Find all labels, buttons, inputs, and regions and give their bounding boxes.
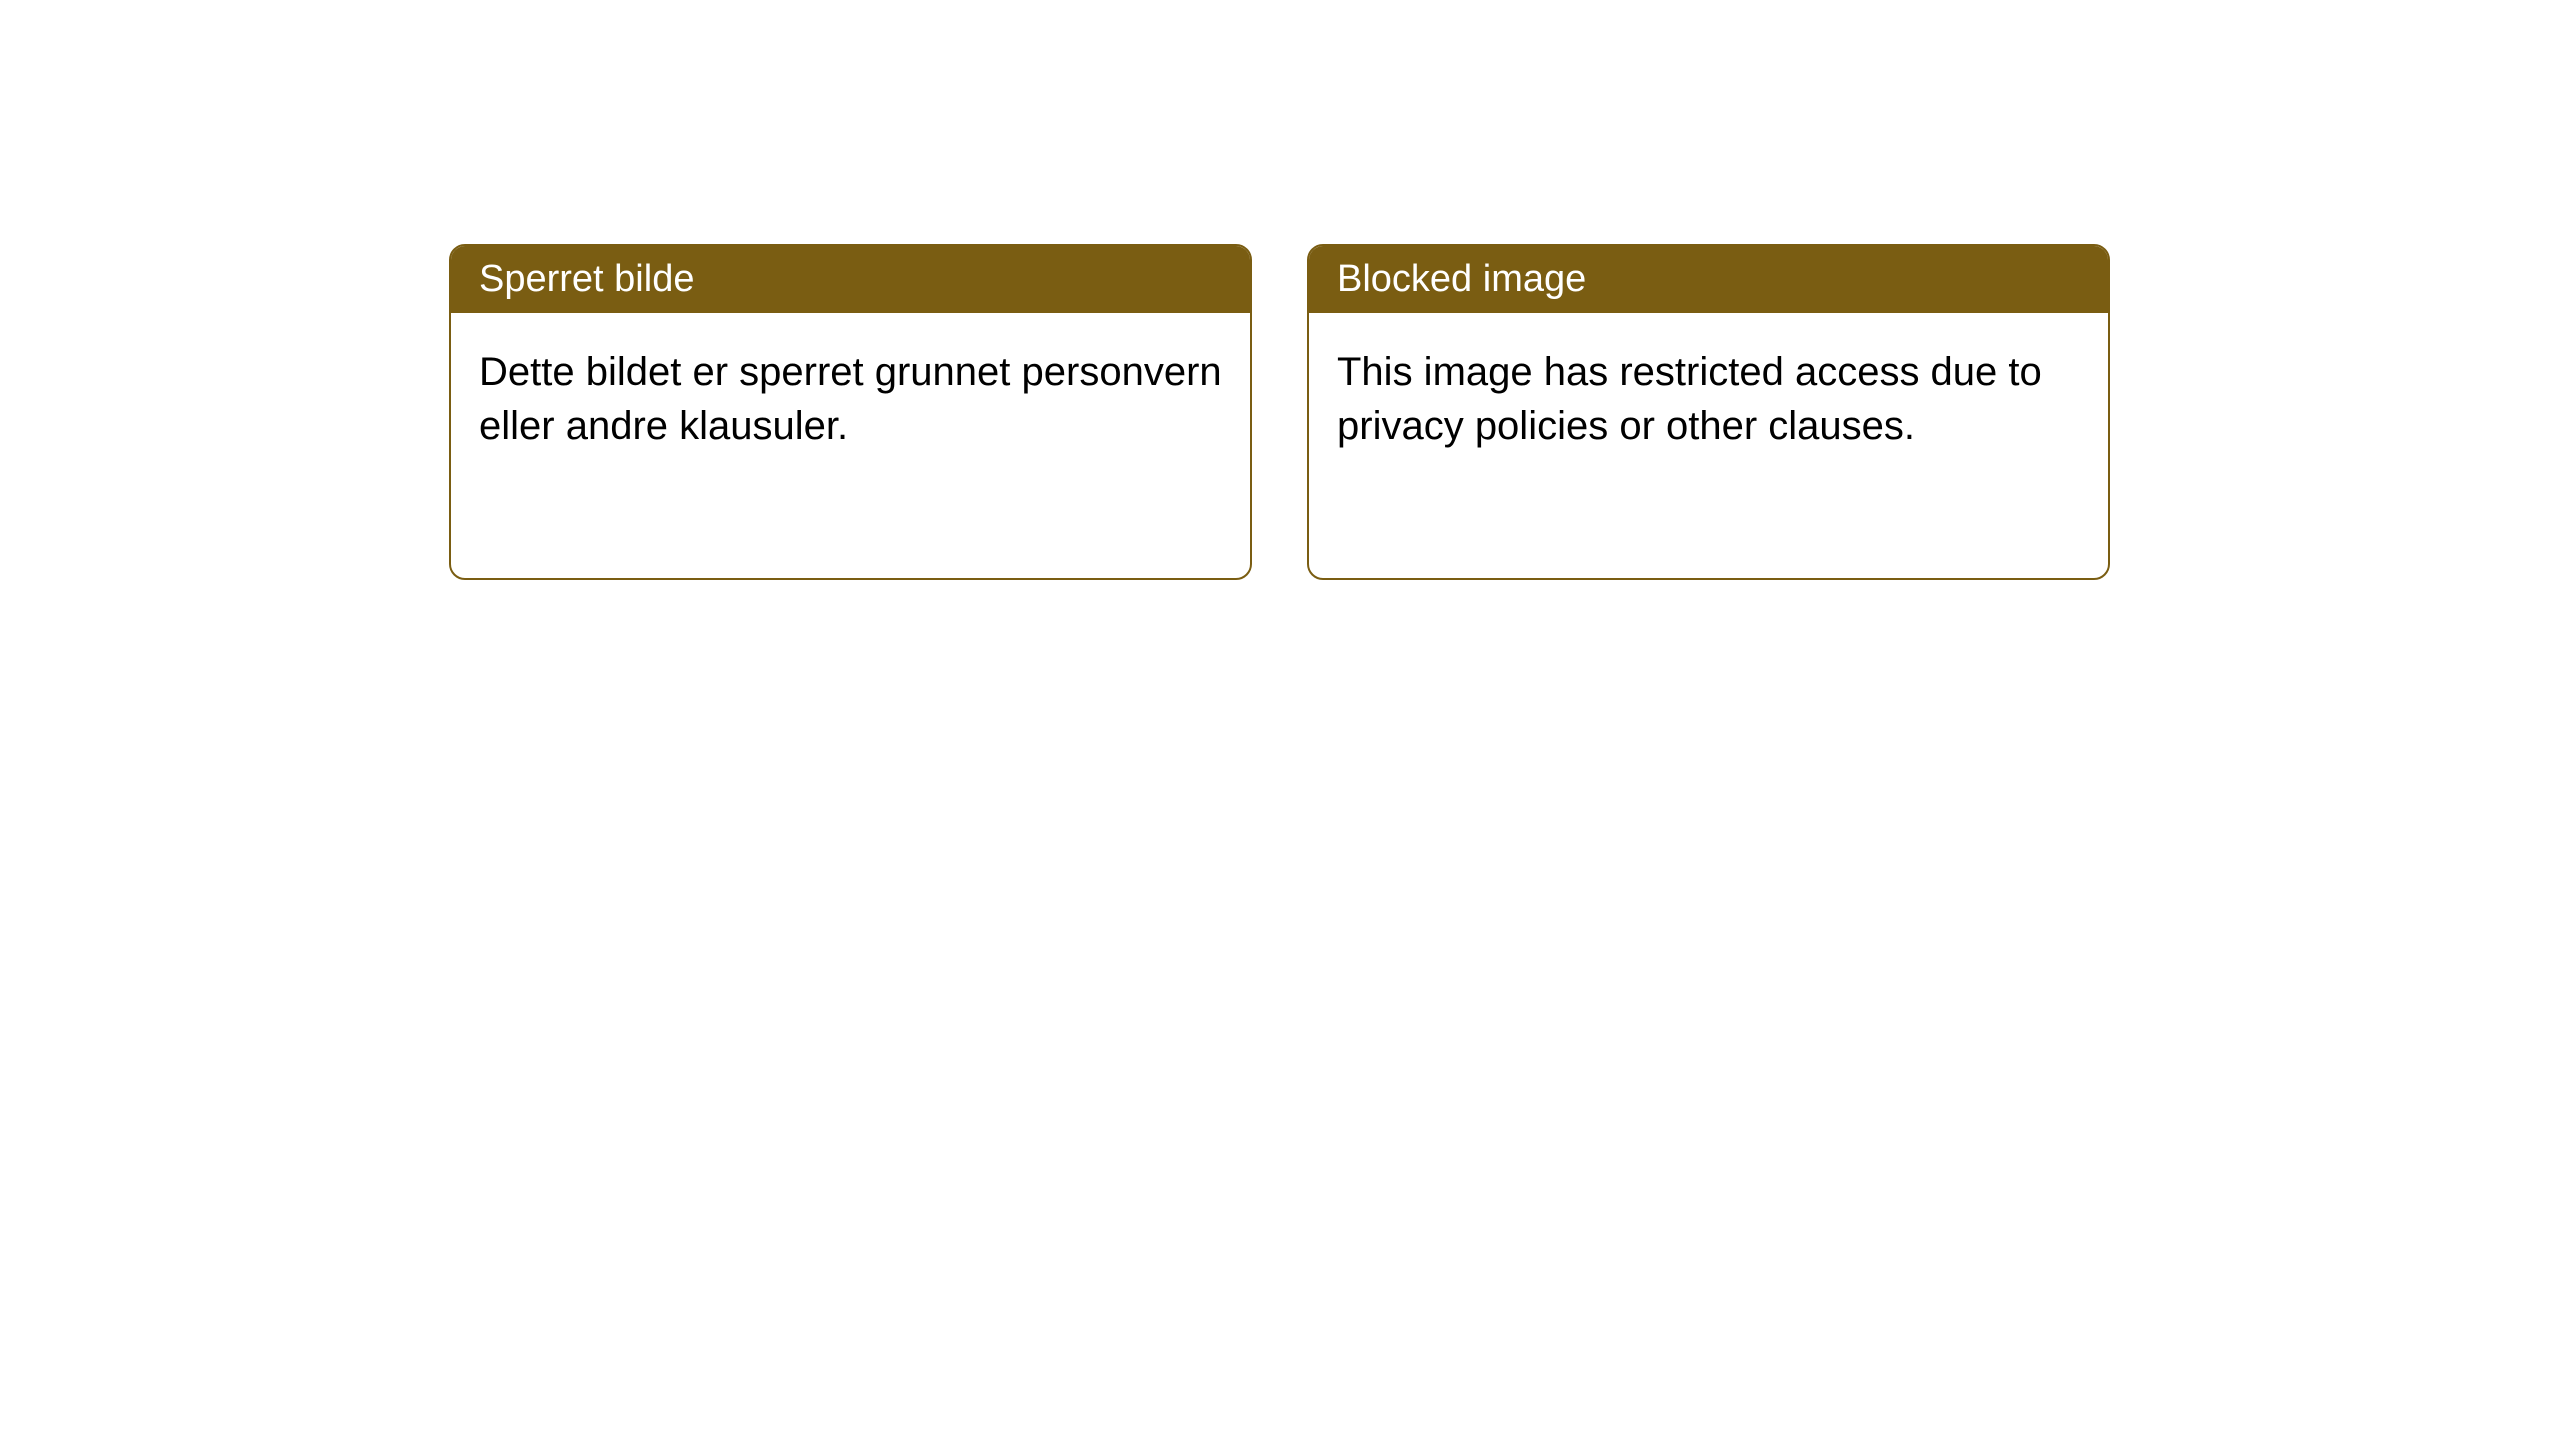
notice-container: Sperret bilde Dette bildet er sperret gr… <box>449 244 2110 580</box>
notice-body: This image has restricted access due to … <box>1309 313 2108 485</box>
notice-title: Blocked image <box>1309 246 2108 313</box>
notice-title: Sperret bilde <box>451 246 1250 313</box>
notice-card-norwegian: Sperret bilde Dette bildet er sperret gr… <box>449 244 1252 580</box>
notice-card-english: Blocked image This image has restricted … <box>1307 244 2110 580</box>
notice-body: Dette bildet er sperret grunnet personve… <box>451 313 1250 485</box>
